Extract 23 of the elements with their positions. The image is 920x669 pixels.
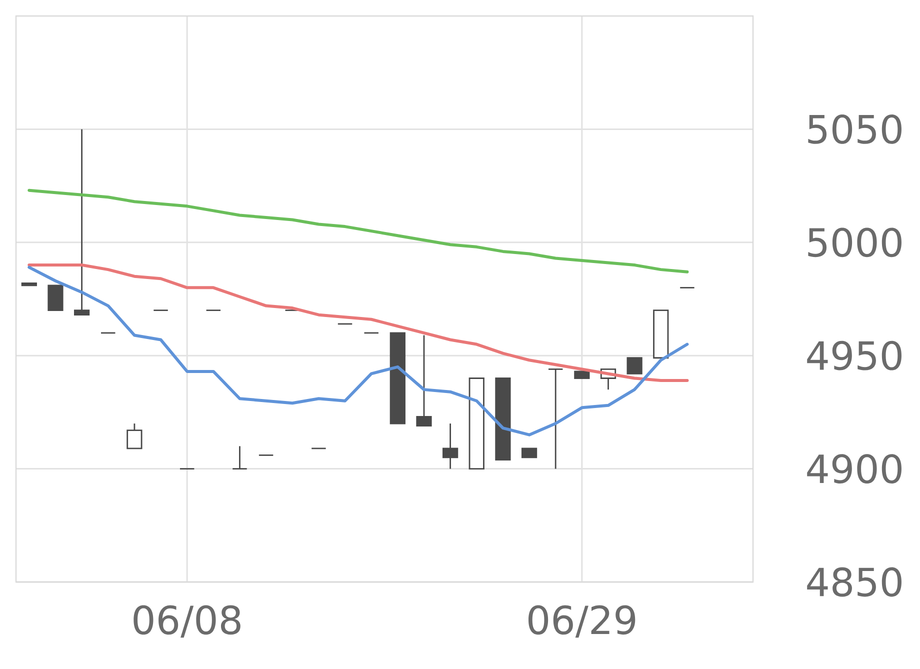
candlestick [626,357,642,374]
candlestick [232,445,248,470]
candlestick [21,282,37,286]
y-tick-label: 4950 [807,340,902,370]
y-tick-label: 4900 [807,454,902,484]
candlestick [548,368,564,470]
candlestick [521,448,538,458]
candlestick [48,284,64,312]
y-tick-label: 5000 [808,228,902,258]
line-series [28,266,689,436]
x-tick-label: 06/08 [134,605,240,638]
candlestick [468,378,484,470]
x-tick-label: 06/29 [528,605,636,638]
candlestick [416,334,432,426]
candlestick [653,310,669,359]
candlestick [74,128,90,316]
y-tick-label: 5050 [808,114,902,144]
y-tick-label: 4850 [807,567,902,597]
candlestick [126,422,142,450]
candlestick [574,370,590,379]
candlestick [442,422,458,470]
candlestick [390,332,406,424]
candlestick [495,378,511,460]
